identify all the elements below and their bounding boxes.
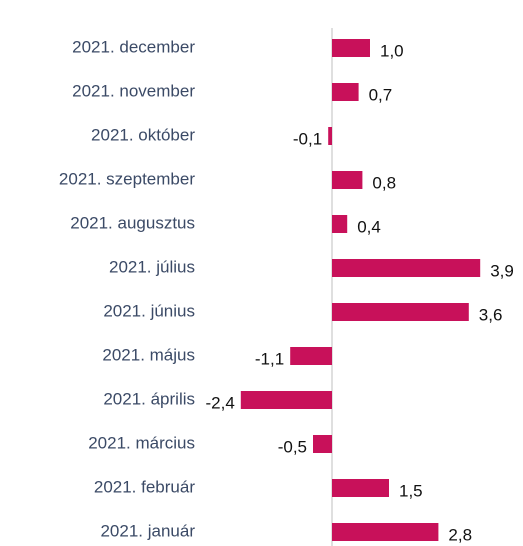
- category-label: 2021. október: [91, 125, 195, 144]
- category-label: 2021. május: [102, 345, 195, 364]
- value-label: 0,4: [357, 217, 381, 236]
- category-label: 2021. április: [103, 389, 195, 408]
- category-label: 2021. február: [94, 477, 195, 496]
- bar: [332, 215, 348, 233]
- value-label: 1,0: [380, 41, 404, 60]
- bar: [332, 523, 439, 541]
- value-label: 3,9: [490, 261, 514, 280]
- value-label: 2,8: [448, 525, 472, 544]
- category-label: 2021. december: [72, 37, 195, 56]
- value-label: -1,1: [255, 349, 284, 368]
- bar: [332, 39, 370, 57]
- bar: [328, 127, 332, 145]
- value-label: 0,7: [369, 85, 393, 104]
- bar: [332, 259, 481, 277]
- category-label: 2021. november: [72, 81, 195, 100]
- category-label: 2021. június: [103, 301, 195, 320]
- category-label: 2021. január: [100, 521, 195, 540]
- value-label: 0,8: [372, 173, 396, 192]
- value-label: -2,4: [206, 393, 235, 412]
- bar: [290, 347, 332, 365]
- value-label: -0,1: [293, 129, 322, 148]
- bar: [332, 83, 359, 101]
- value-label: 1,5: [399, 481, 423, 500]
- category-label: 2021. március: [88, 433, 195, 452]
- bar: [240, 391, 332, 409]
- bar: [332, 303, 469, 321]
- category-label: 2021. augusztus: [70, 213, 195, 232]
- category-label: 2021. július: [109, 257, 195, 276]
- bar: [332, 171, 363, 189]
- bar: [332, 479, 389, 497]
- bar: [313, 435, 332, 453]
- value-label: 3,6: [479, 305, 503, 324]
- category-label: 2021. szeptember: [59, 169, 195, 188]
- value-label: -0,5: [278, 437, 307, 456]
